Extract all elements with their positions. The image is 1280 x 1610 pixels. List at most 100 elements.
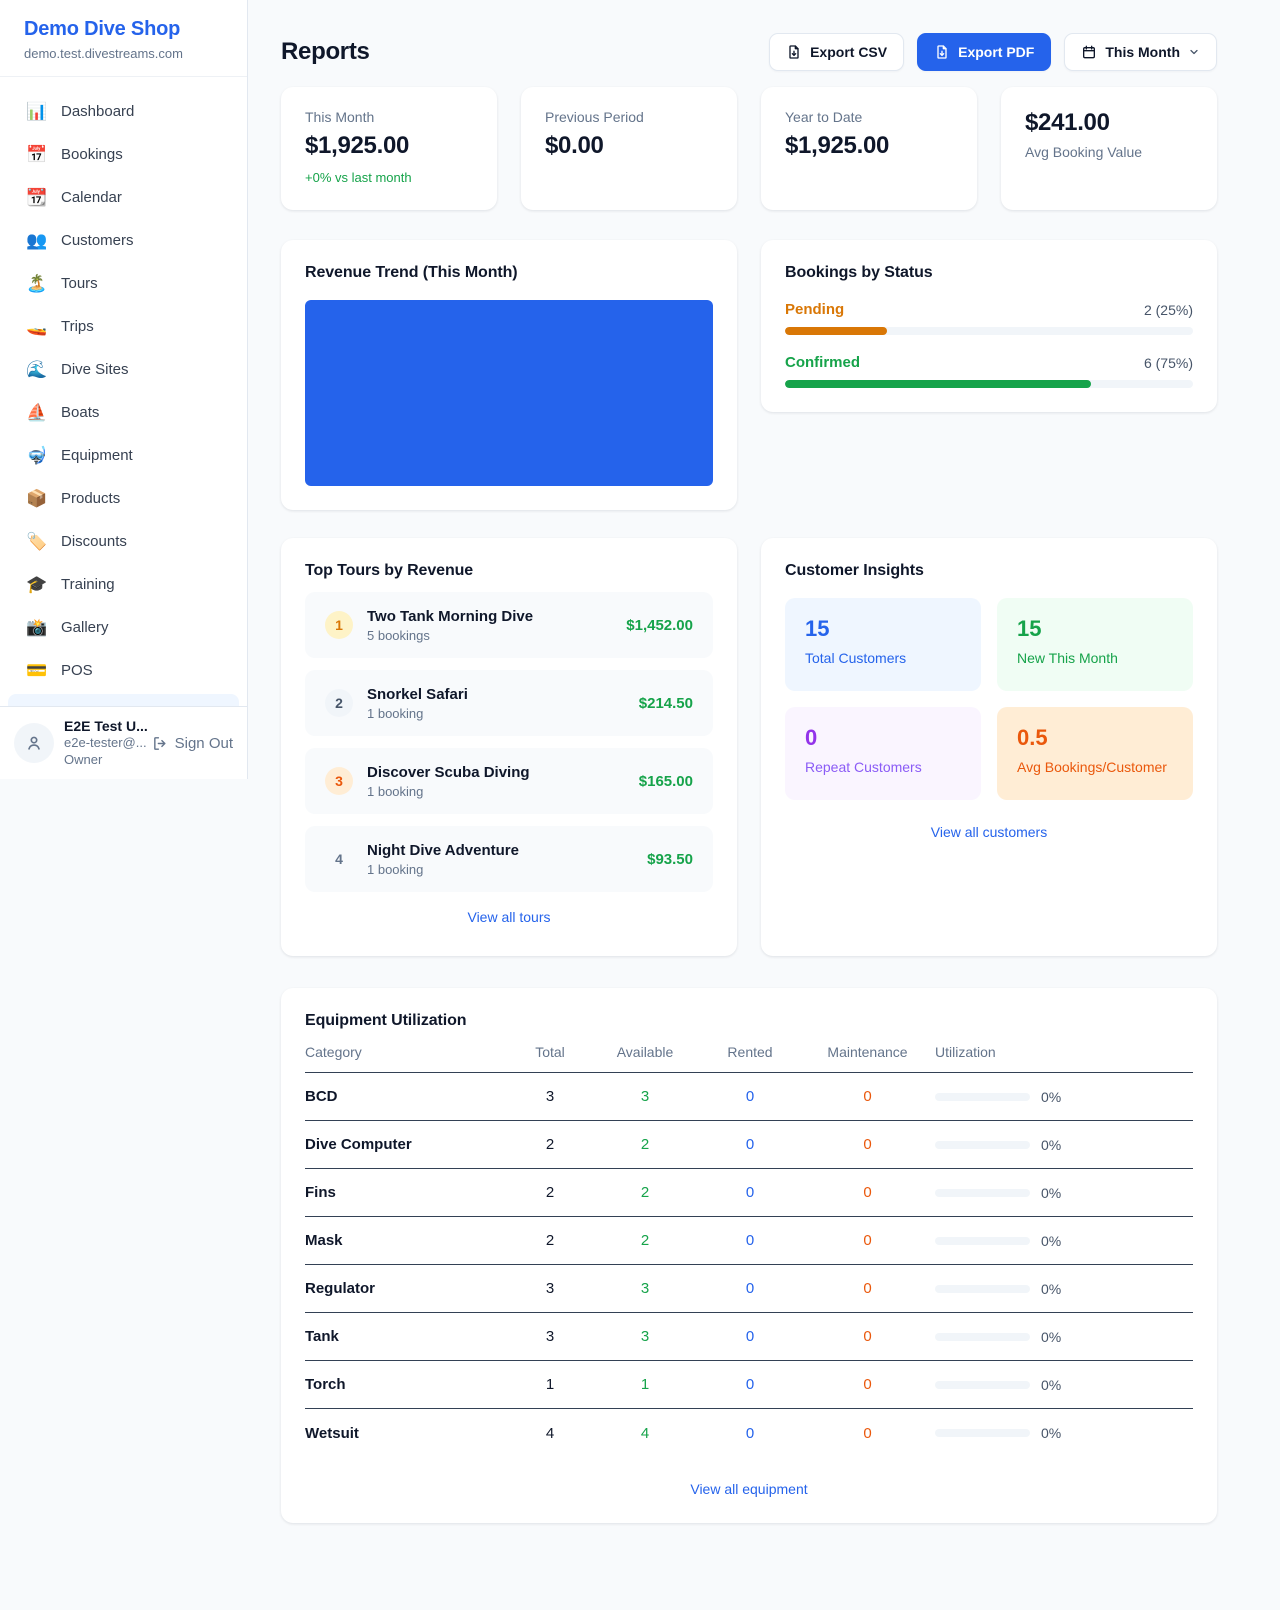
table-row: Regulator 3 3 0 0 0%: [305, 1265, 1193, 1313]
tour-row[interactable]: 4 Night Dive Adventure 1 booking $93.50: [305, 826, 713, 892]
stat-card-this-month: This Month $1,925.00 +0% vs last month: [281, 87, 497, 210]
dive-mask-icon: 🤿: [26, 445, 48, 465]
sidebar-item-equipment[interactable]: 🤿 Equipment: [8, 434, 239, 477]
sidebar-item-training[interactable]: 🎓 Training: [8, 563, 239, 606]
cell-rented: 0: [745, 1088, 755, 1105]
sidebar-item-dashboard[interactable]: 📊 Dashboard: [8, 90, 239, 133]
sidebar-item-pos[interactable]: 💳 POS: [8, 649, 239, 692]
tile-value: 0.5: [1017, 725, 1048, 750]
tour-amount: $165.00: [638, 772, 693, 790]
customers-icon: 👥: [26, 230, 48, 250]
rank-badge: 2: [325, 689, 353, 717]
cell-maintenance: 0: [863, 1184, 872, 1201]
tour-row[interactable]: 3 Discover Scuba Diving 1 booking $165.0…: [305, 748, 713, 814]
cell-utilization: 0%: [935, 1137, 1193, 1153]
user-role: Owner: [64, 752, 103, 768]
tour-row[interactable]: 1 Two Tank Morning Dive 5 bookings $1,45…: [305, 592, 713, 658]
cell-available: 4: [640, 1424, 650, 1442]
status-value: 6 (75%): [1143, 354, 1193, 371]
cell-rented: 0: [745, 1328, 755, 1345]
cell-total: 1: [545, 1376, 555, 1393]
rank-badge: 3: [325, 767, 353, 795]
tile-value: 15: [1017, 616, 1042, 641]
cell-rented: 0: [745, 1136, 755, 1153]
col-maintenance: Maintenance: [827, 1044, 908, 1060]
tour-amount: $93.50: [647, 850, 693, 868]
sidebar-item-calendar[interactable]: 📆 Calendar: [8, 176, 239, 219]
sidebar-item-boats[interactable]: ⛵ Boats: [8, 391, 239, 434]
cell-total: 3: [545, 1280, 555, 1297]
cell-utilization: 0%: [935, 1185, 1193, 1201]
view-all-tours-link[interactable]: View all tours: [467, 909, 551, 925]
equipment-utilization-title: Equipment Utilization: [305, 1012, 467, 1029]
sailboat-icon: ⛵: [26, 402, 48, 422]
status-label: Confirmed: [785, 354, 860, 371]
cell-available: 3: [640, 1088, 650, 1105]
sidebar-item-trips[interactable]: 🚤 Trips: [8, 305, 239, 348]
page-header: Reports Export CSV Export PDF: [281, 33, 1217, 71]
progress-fill: [785, 380, 1091, 388]
sidebar-item-customers[interactable]: 👥 Customers: [8, 219, 239, 262]
equipment-table-header: Category Total Available Rented Maintena…: [305, 1044, 1193, 1073]
table-row: Dive Computer 2 2 0 0 0%: [305, 1121, 1193, 1169]
top-tours-title: Top Tours by Revenue: [305, 562, 474, 579]
col-available: Available: [616, 1044, 674, 1060]
tour-bookings: 1 booking: [367, 783, 424, 799]
tour-row[interactable]: 2 Snorkel Safari 1 booking $214.50: [305, 670, 713, 736]
user-email: e2e-tester@...: [64, 735, 147, 751]
sidebar-item-products[interactable]: 📦 Products: [8, 477, 239, 520]
bookings-by-status-card: Bookings by Status Pending 2 (25%) Confi…: [761, 240, 1217, 412]
view-all-equipment-link[interactable]: View all equipment: [690, 1481, 808, 1497]
page-title: Reports: [281, 38, 370, 65]
tile-new-this-month: 15 New This Month: [997, 598, 1193, 691]
rank-badge: 4: [335, 851, 343, 867]
table-row: Wetsuit 4 4 0 0 0%: [305, 1409, 1193, 1457]
stat-label: Previous Period: [545, 109, 644, 125]
sign-out-button[interactable]: Sign Out: [152, 735, 233, 752]
customer-insights-card: Customer Insights 15 Total Customers 15 …: [761, 538, 1217, 956]
cell-category: Fins: [305, 1184, 336, 1201]
sidebar-item-dive-sites[interactable]: 🌊 Dive Sites: [8, 348, 239, 391]
export-csv-button[interactable]: Export CSV: [769, 33, 905, 71]
cell-total: 2: [545, 1232, 555, 1249]
period-select[interactable]: This Month: [1064, 33, 1217, 71]
charts-row: Revenue Trend (This Month) Bookings by S…: [281, 240, 1217, 510]
status-row-pending: Pending 2 (25%): [785, 301, 1193, 335]
avatar: [14, 723, 54, 763]
tour-list: 1 Two Tank Morning Dive 5 bookings $1,45…: [305, 592, 713, 892]
cell-maintenance: 0: [863, 1424, 872, 1442]
table-row: Tank 3 3 0 0 0%: [305, 1313, 1193, 1361]
tour-bookings: 5 bookings: [367, 627, 430, 643]
tour-amount: $1,452.00: [626, 616, 693, 634]
stat-value: $1,925.00: [305, 132, 410, 159]
table-row: Mask 2 2 0 0 0%: [305, 1217, 1193, 1265]
cell-available: 1: [640, 1376, 650, 1393]
sidebar-item-reports-active-clipped[interactable]: [8, 694, 239, 706]
progress-track: [785, 380, 1193, 388]
cell-category: Regulator: [305, 1280, 376, 1297]
trips-boat-icon: 🚤: [26, 316, 48, 336]
sidebar-item-gallery[interactable]: 📸 Gallery: [8, 606, 239, 649]
cell-utilization: 0%: [935, 1233, 1193, 1249]
cell-available: 3: [640, 1328, 650, 1345]
tile-total-customers: 15 Total Customers: [785, 598, 981, 691]
stat-value: $241.00: [1025, 109, 1110, 136]
cell-total: 3: [545, 1088, 555, 1105]
export-pdf-button[interactable]: Export PDF: [917, 33, 1052, 71]
cell-rented: 0: [745, 1424, 755, 1442]
utilization-track: [935, 1140, 1030, 1149]
view-all-customers-link[interactable]: View all customers: [930, 824, 1048, 840]
utilization-percent: 0%: [1041, 1232, 1062, 1249]
sidebar-item-discounts[interactable]: 🏷️ Discounts: [8, 520, 239, 563]
insights-row: Top Tours by Revenue 1 Two Tank Morning …: [281, 538, 1217, 956]
tile-label: Repeat Customers: [805, 759, 922, 775]
sidebar-user-footer: E2E Test U... e2e-tester@... Owner Sign …: [0, 706, 247, 779]
sidebar-item-bookings[interactable]: 📅 Bookings: [8, 133, 239, 176]
rank-badge: 1: [325, 611, 353, 639]
stat-delta: +0% vs last month: [305, 170, 412, 185]
stat-label: This Month: [305, 109, 375, 125]
cell-rented: 0: [745, 1376, 755, 1393]
cell-total: 2: [545, 1184, 555, 1201]
sidebar-item-label: Customers: [61, 232, 134, 249]
sidebar-item-tours[interactable]: 🏝️ Tours: [8, 262, 239, 305]
